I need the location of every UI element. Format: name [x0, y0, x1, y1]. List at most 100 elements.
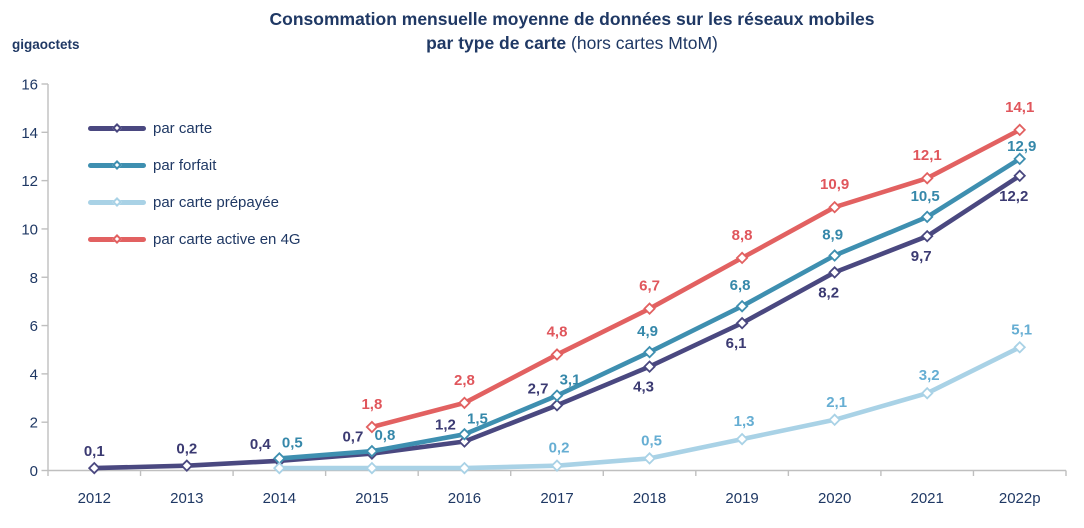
legend-marker-icon [112, 197, 122, 207]
legend-line-sample-par-forfait [88, 160, 146, 170]
chart-title: Consommation mensuelle moyenne de donnée… [60, 7, 1084, 55]
x-tick-label-2013: 2013 [170, 490, 203, 507]
point-marker-par-carte-prepayee-2019 [735, 432, 749, 446]
point-label-par-carte-active-en-4g-2016: 2,8 [454, 372, 475, 389]
chart-legend: par carte par forfait par carte prépayée… [88, 116, 301, 251]
point-label-par-carte-active-en-4g-2019: 8,8 [732, 227, 753, 244]
point-marker-par-carte-2012 [87, 461, 101, 475]
point-marker-par-forfait-2016 [458, 427, 471, 441]
point-marker-par-forfait-2019 [735, 299, 749, 313]
point-marker-par-carte-2013 [180, 459, 194, 473]
point-label-par-carte-active-en-4g-2021: 12,1 [913, 147, 942, 164]
y-tick-label-16: 16 [21, 77, 38, 94]
x-tick-label-2012: 2012 [78, 490, 111, 507]
point-label-par-carte-2020: 8,2 [818, 284, 839, 301]
point-marker-par-carte-active-en-4g-2018 [643, 302, 656, 316]
point-marker-par-carte-2019 [735, 316, 749, 330]
point-marker-par-forfait-2020 [828, 249, 842, 262]
point-marker-par-carte-prepayee-2016 [458, 461, 471, 475]
y-tick-label-12: 12 [21, 173, 38, 190]
point-label-par-carte-2013: 0,2 [176, 441, 197, 458]
x-tick-label-2018: 2018 [633, 490, 666, 507]
point-marker-par-carte-active-en-4g-2022p [1013, 123, 1027, 137]
y-tick-label-14: 14 [21, 125, 38, 142]
x-tick-label-2015: 2015 [355, 490, 388, 507]
point-marker-par-carte-prepayee-2017 [550, 459, 564, 473]
point-marker-par-carte-prepayee-2015 [365, 461, 379, 475]
point-label-par-carte-active-en-4g-2020: 10,9 [820, 176, 849, 193]
point-label-par-carte-prepayee-2021: 3,2 [919, 367, 940, 384]
point-label-par-forfait-2017: 3,1 [560, 372, 581, 389]
point-label-par-carte-2014: 0,4 [250, 436, 272, 453]
point-label-par-carte-prepayee-2019: 1,3 [734, 413, 755, 430]
legend-line-sample-par-carte [88, 123, 146, 133]
chart-title-line2-note: (hors cartes MtoM) [566, 33, 718, 53]
point-marker-par-carte-prepayee-2014 [272, 461, 286, 475]
point-label-par-carte-2017: 2,7 [528, 380, 549, 397]
point-label-par-forfait-2018: 4,9 [637, 323, 658, 340]
x-tick-label-2019: 2019 [725, 490, 758, 507]
point-marker-par-carte-prepayee-2021 [920, 386, 934, 400]
point-label-par-carte-active-en-4g-2015: 1,8 [361, 396, 382, 413]
point-label-par-forfait-2022p: 12,9 [1007, 138, 1036, 155]
legend-item-par-carte-active-4g: par carte active en 4G [88, 227, 301, 251]
x-tick-label-2021: 2021 [910, 490, 943, 507]
point-label-par-carte-prepayee-2022p: 5,1 [1011, 321, 1032, 338]
legend-marker-icon [112, 123, 122, 133]
point-marker-par-forfait-2022p [1013, 152, 1027, 166]
point-label-par-forfait-2014: 0,5 [282, 434, 303, 451]
point-label-par-carte-2021: 9,7 [911, 248, 932, 265]
point-label-par-carte-prepayee-2020: 2,1 [826, 394, 847, 411]
point-label-par-carte-2016: 1,2 [435, 417, 456, 434]
x-tick-label-2014: 2014 [263, 490, 296, 507]
chart-title-line2-bold: par type de carte [426, 33, 567, 53]
point-label-par-forfait-2015: 0,8 [374, 427, 395, 444]
point-label-par-carte-2018: 4,3 [633, 379, 654, 396]
point-marker-par-carte-2017 [550, 398, 564, 412]
legend-label: par carte prépayée [153, 193, 279, 211]
point-marker-par-forfait-2021 [920, 210, 934, 224]
y-tick-label-10: 10 [21, 221, 38, 238]
y-tick-label-4: 4 [30, 366, 38, 383]
point-marker-par-forfait-2014 [272, 452, 286, 465]
series-line-par-carte-active-en-4g [369, 127, 1022, 430]
point-label-par-carte-2012: 0,1 [84, 443, 105, 460]
point-label-par-carte-prepayee-2017: 0,2 [549, 440, 570, 457]
point-label-par-forfait-2021: 10,5 [911, 188, 940, 205]
point-label-par-carte-2019: 6,1 [726, 335, 747, 352]
x-tick-label-2016: 2016 [448, 490, 481, 507]
point-marker-par-carte-2018 [643, 360, 656, 373]
point-marker-par-forfait-2015 [365, 444, 379, 458]
legend-label: par carte active en 4G [153, 230, 301, 248]
x-tick-label-2017: 2017 [540, 490, 573, 507]
point-marker-par-carte-active-en-4g-2015 [365, 420, 379, 434]
y-tick-label-6: 6 [30, 318, 38, 335]
legend-line-sample-par-carte-active-4g [88, 234, 146, 244]
point-label-par-carte-active-en-4g-2018: 6,7 [639, 278, 660, 295]
point-marker-par-carte-active-en-4g-2016 [458, 396, 471, 410]
y-tick-label-8: 8 [30, 270, 38, 287]
point-marker-par-carte-2016 [458, 435, 471, 448]
point-marker-par-forfait-2017 [550, 389, 564, 402]
point-marker-par-carte-active-en-4g-2017 [550, 348, 564, 361]
point-label-par-carte-2022p: 12,2 [999, 188, 1028, 205]
point-marker-par-carte-prepayee-2022p [1013, 340, 1027, 354]
point-marker-par-carte-active-en-4g-2019 [735, 251, 749, 265]
point-marker-par-carte-2021 [920, 229, 934, 243]
legend-line-sample-par-carte-prepayee [88, 197, 146, 207]
legend-item-par-forfait: par forfait [88, 153, 301, 177]
legend-item-par-carte-prepayee: par carte prépayée [88, 190, 301, 214]
point-label-par-forfait-2016: 1,5 [467, 410, 488, 427]
y-tick-label-0: 0 [30, 463, 38, 480]
point-label-par-carte-active-en-4g-2022p: 14,1 [1005, 99, 1034, 116]
legend-item-par-carte: par carte [88, 116, 301, 140]
point-label-par-carte-2015: 0,7 [342, 429, 363, 446]
point-marker-par-carte-active-en-4g-2021 [920, 171, 934, 185]
point-label-par-carte-prepayee-2018: 0,5 [641, 432, 662, 449]
point-marker-par-carte-prepayee-2018 [643, 452, 656, 465]
legend-label: par carte [153, 119, 213, 137]
y-axis-unit-label: gigaoctets [12, 37, 80, 52]
point-marker-par-carte-prepayee-2020 [828, 413, 842, 427]
x-tick-label-2020: 2020 [818, 490, 851, 507]
